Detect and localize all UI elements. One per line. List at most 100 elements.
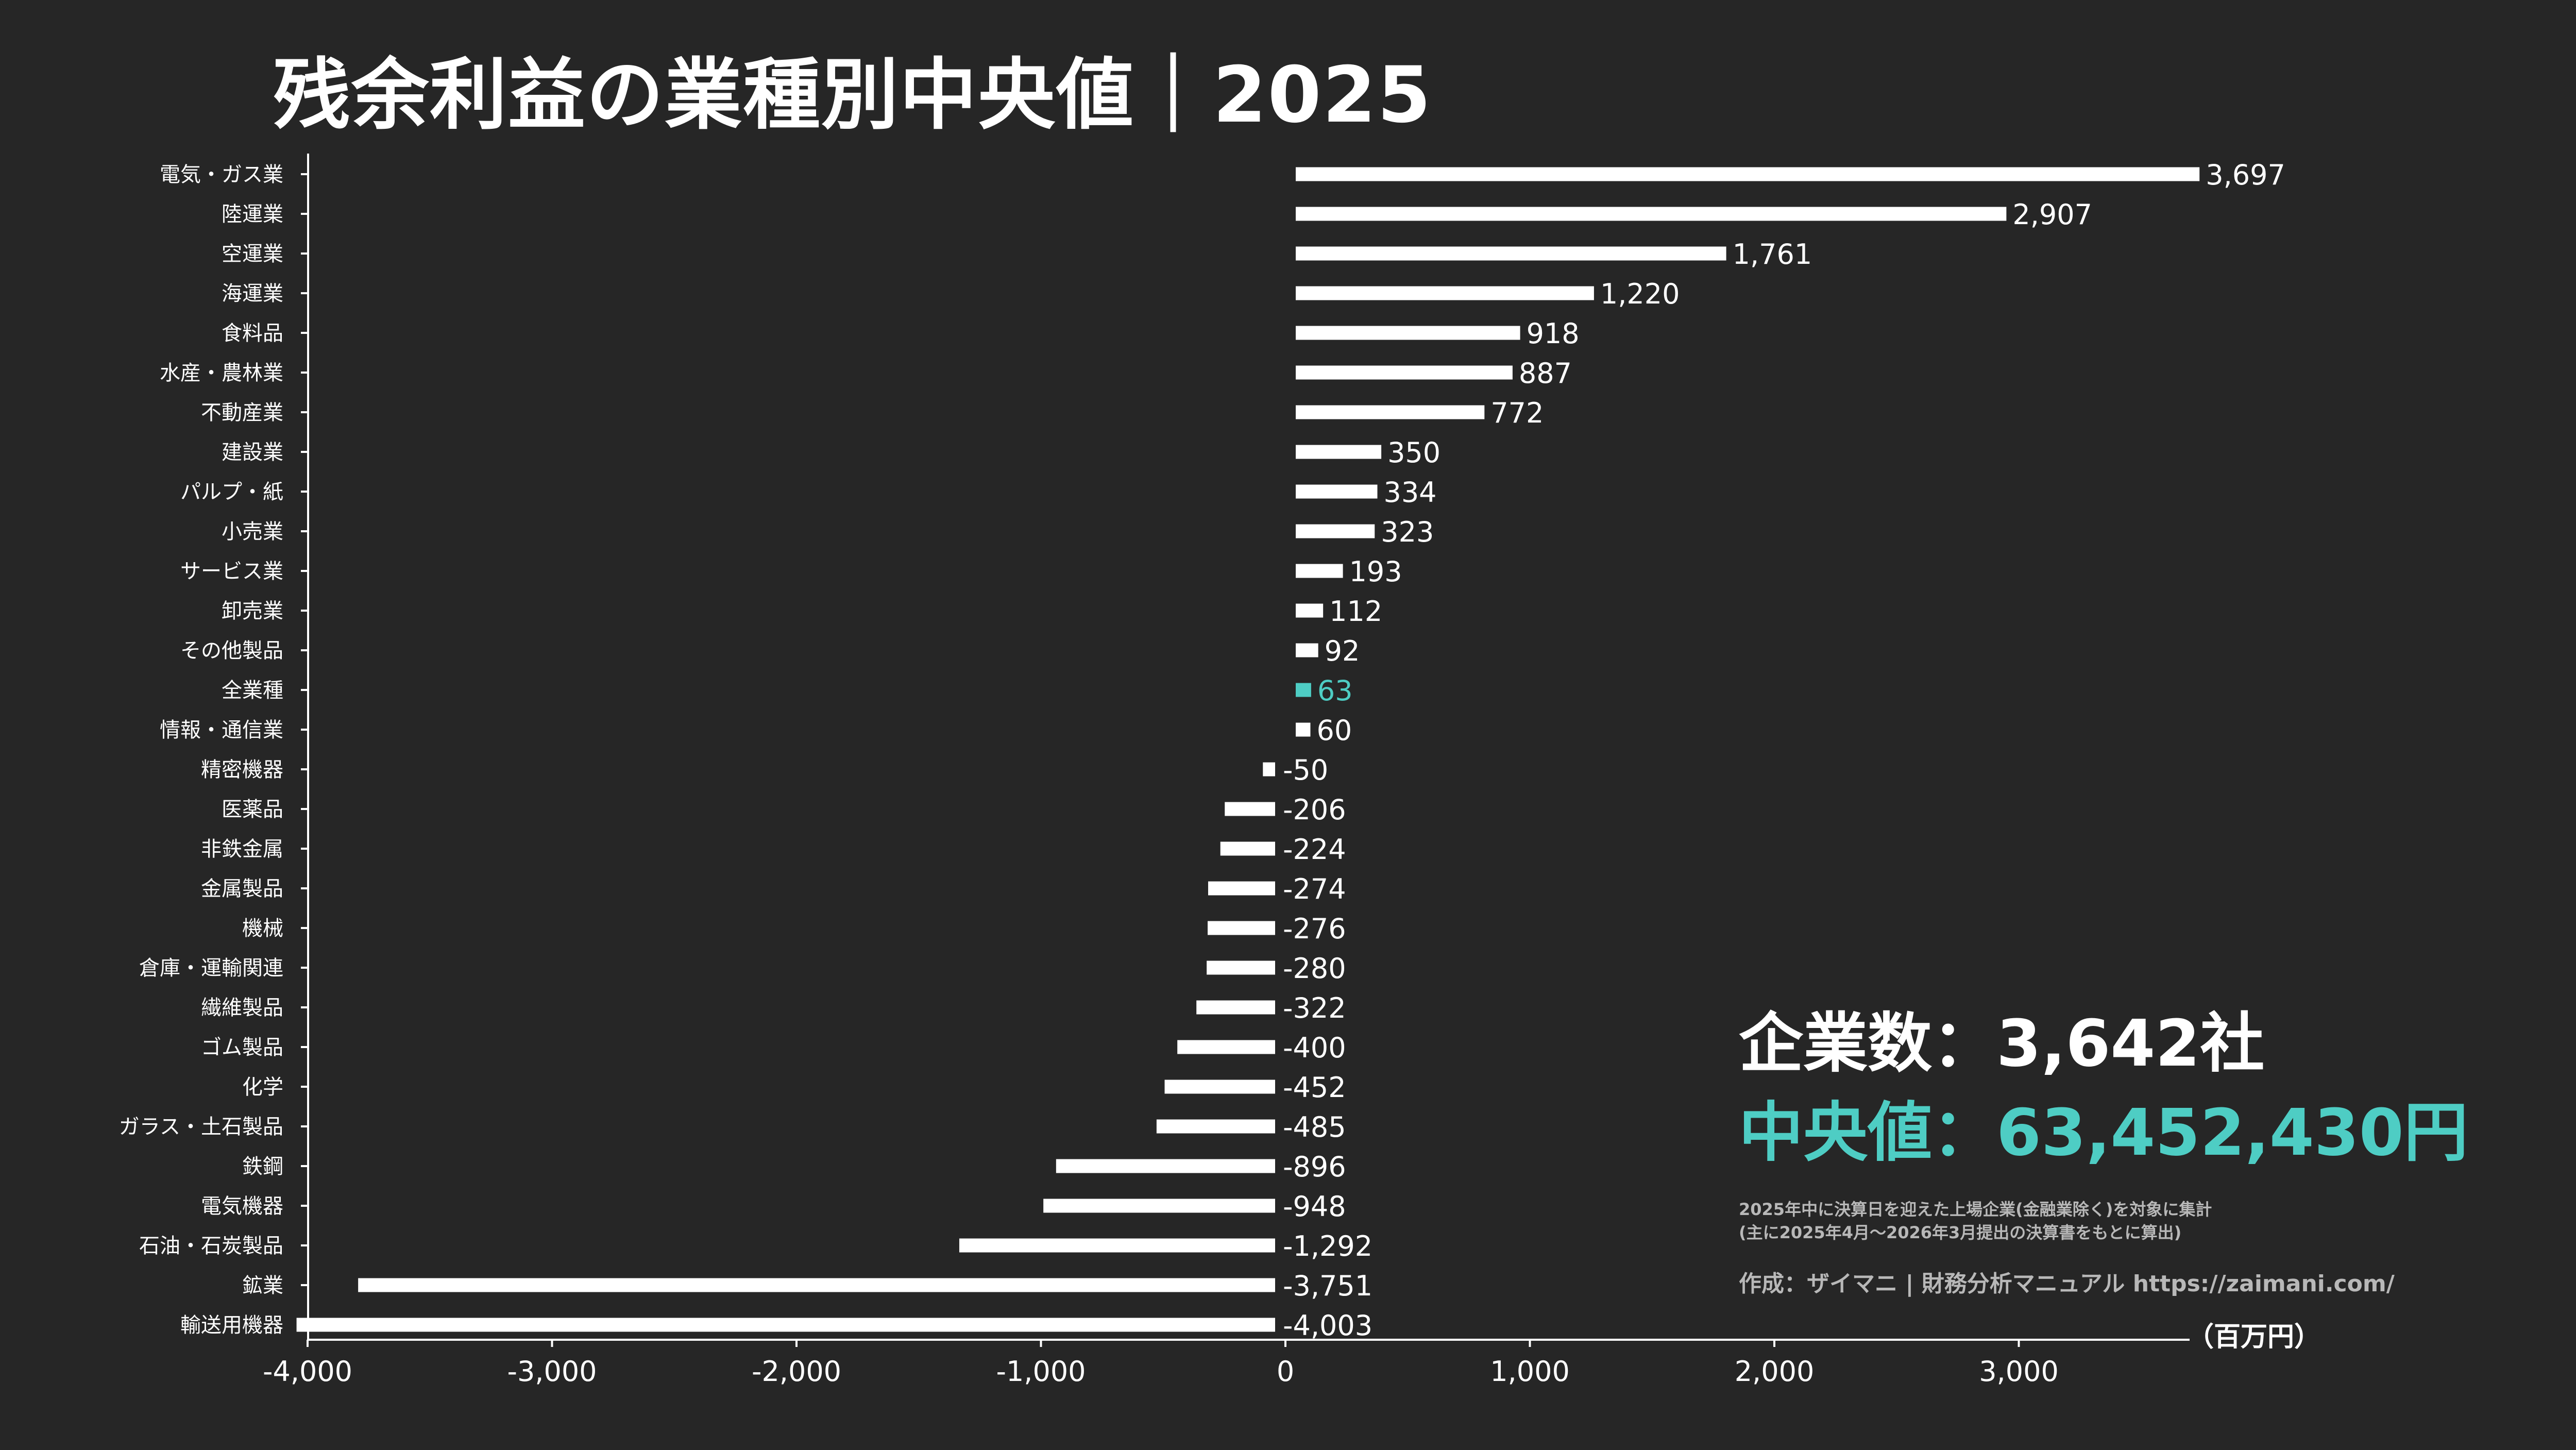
category-label: 鉱業: [242, 1274, 283, 1297]
x-tick-label: -2,000: [752, 1355, 841, 1388]
category-label: パルプ・紙: [180, 480, 283, 504]
methodology-note: 2025年中に決算日を迎えた上場企業(金融業除く)を対象に集計: [1739, 1200, 2212, 1219]
category-label: サービス業: [180, 560, 283, 583]
category-label: 海運業: [222, 282, 283, 306]
bar: [1296, 207, 2007, 221]
x-tick-label: -1,000: [996, 1355, 1086, 1388]
category-label: 電気・ガス業: [160, 163, 283, 187]
value-label: -276: [1283, 913, 1346, 945]
category-label: 小売業: [222, 520, 283, 544]
chart-labels: -4,000 -3,000 -2,000 -1,000 0 1,000 2,000 3,000…: [119, 159, 2285, 1388]
bar: [1296, 722, 1311, 737]
category-label: 食料品: [222, 322, 283, 345]
x-tick-label: -3,000: [507, 1355, 597, 1388]
bar: [1296, 484, 1378, 499]
bar: [358, 1278, 1275, 1292]
chart-bars: [296, 167, 2200, 1332]
value-label: 918: [1527, 317, 1580, 350]
value-label: -400: [1283, 1032, 1346, 1064]
category-label: 非鉄金属: [201, 837, 283, 861]
category-label: 精密機器: [201, 758, 283, 782]
bar: [1296, 564, 1343, 578]
category-label: 卸売業: [222, 599, 283, 623]
value-label: -948: [1283, 1190, 1346, 1223]
bar: [1164, 1080, 1275, 1094]
category-label: 水産・農林業: [160, 361, 283, 385]
value-label: -50: [1283, 754, 1328, 786]
category-label: 不動産業: [201, 401, 283, 425]
category-label: 金属製品: [201, 877, 283, 901]
bar: [1296, 365, 1513, 380]
category-label: 電気機器: [201, 1194, 283, 1218]
value-label: 2,907: [2012, 198, 2092, 231]
value-label: 1,220: [1600, 278, 1680, 310]
x-tick-label: 0: [1277, 1355, 1294, 1388]
median-value: 中央値：63,452,430円: [1739, 1095, 2468, 1170]
category-label: 化学: [242, 1075, 283, 1099]
value-label: -274: [1283, 873, 1346, 905]
bar: [1225, 802, 1275, 816]
value-label: -452: [1283, 1071, 1346, 1104]
x-tick-label: 2,000: [1735, 1355, 1815, 1388]
value-label: 887: [1519, 357, 1572, 390]
bar: [1156, 1119, 1275, 1134]
unit-label: （百万円）: [2187, 1322, 2321, 1353]
category-label: 繊維製品: [201, 996, 283, 1020]
bar: [1296, 246, 1726, 261]
bar: [1207, 960, 1275, 975]
company-count: 企業数：3,642社: [1739, 1006, 2265, 1081]
x-tick-label: 1,000: [1490, 1355, 1570, 1388]
bar: [296, 1318, 1276, 1332]
chart-axes: [301, 154, 2190, 1347]
category-label: 全業種: [222, 679, 283, 702]
category-label: その他製品: [180, 639, 283, 663]
summary-stats: 企業数：3,642社 中央値：63,452,430円 2025年中に決算日を迎え…: [1739, 1002, 2563, 1298]
category-label: 機械: [242, 917, 283, 940]
value-label: 323: [1381, 516, 1434, 548]
category-label: 空運業: [222, 242, 283, 266]
chart-title: 残余利益の業種別中央値｜2025: [273, 50, 1432, 140]
bar: [1296, 405, 1485, 419]
bar: [1296, 683, 1311, 697]
value-label: 350: [1387, 436, 1440, 469]
bar: [1056, 1159, 1275, 1173]
bar: [1296, 445, 1382, 459]
category-label: 建設業: [222, 441, 283, 464]
value-label: -224: [1283, 833, 1346, 866]
x-tick-label: 3,000: [1979, 1355, 2059, 1388]
category-label: ガラス・土石製品: [119, 1115, 283, 1139]
value-label: -322: [1283, 992, 1346, 1024]
bar: [1296, 326, 1520, 340]
bar: [1296, 643, 1318, 657]
bar: [1220, 841, 1275, 856]
methodology-note-sub: (主に2025年4月～2026年3月提出の決算書をもとに算出): [1739, 1222, 2182, 1242]
bar: [1296, 286, 1594, 300]
value-label: 334: [1383, 476, 1436, 509]
value-label: -206: [1283, 794, 1346, 826]
bar: [1208, 921, 1275, 935]
category-label: 鉄鋼: [242, 1155, 283, 1178]
category-label: 情報・通信業: [160, 718, 283, 742]
bar: [1196, 1000, 1275, 1015]
value-label: -485: [1283, 1111, 1346, 1143]
value-label: 3,697: [2206, 159, 2285, 191]
value-label: -896: [1283, 1151, 1346, 1183]
value-label: 772: [1490, 397, 1544, 429]
category-label: ゴム製品: [201, 1036, 283, 1059]
value-label: 63: [1317, 675, 1353, 707]
bar: [1296, 167, 2200, 181]
category-label: 倉庫・運輸関連: [139, 956, 283, 980]
bar: [959, 1238, 1275, 1253]
value-label: 60: [1316, 714, 1352, 747]
value-label: 193: [1349, 555, 1402, 588]
category-label: 陸運業: [222, 203, 283, 226]
value-label: -4,003: [1283, 1309, 1372, 1342]
source-credit: 作成：ザイマニ | 財務分析マニュアル https://zaimani.com/: [1739, 1270, 2395, 1297]
value-label: 92: [1325, 635, 1360, 667]
value-label: 1,761: [1733, 238, 1812, 271]
bar: [1208, 881, 1275, 896]
category-label: 石油・石炭製品: [139, 1234, 283, 1258]
value-label: -3,751: [1283, 1270, 1372, 1302]
x-tick-label: -4,000: [263, 1355, 352, 1388]
